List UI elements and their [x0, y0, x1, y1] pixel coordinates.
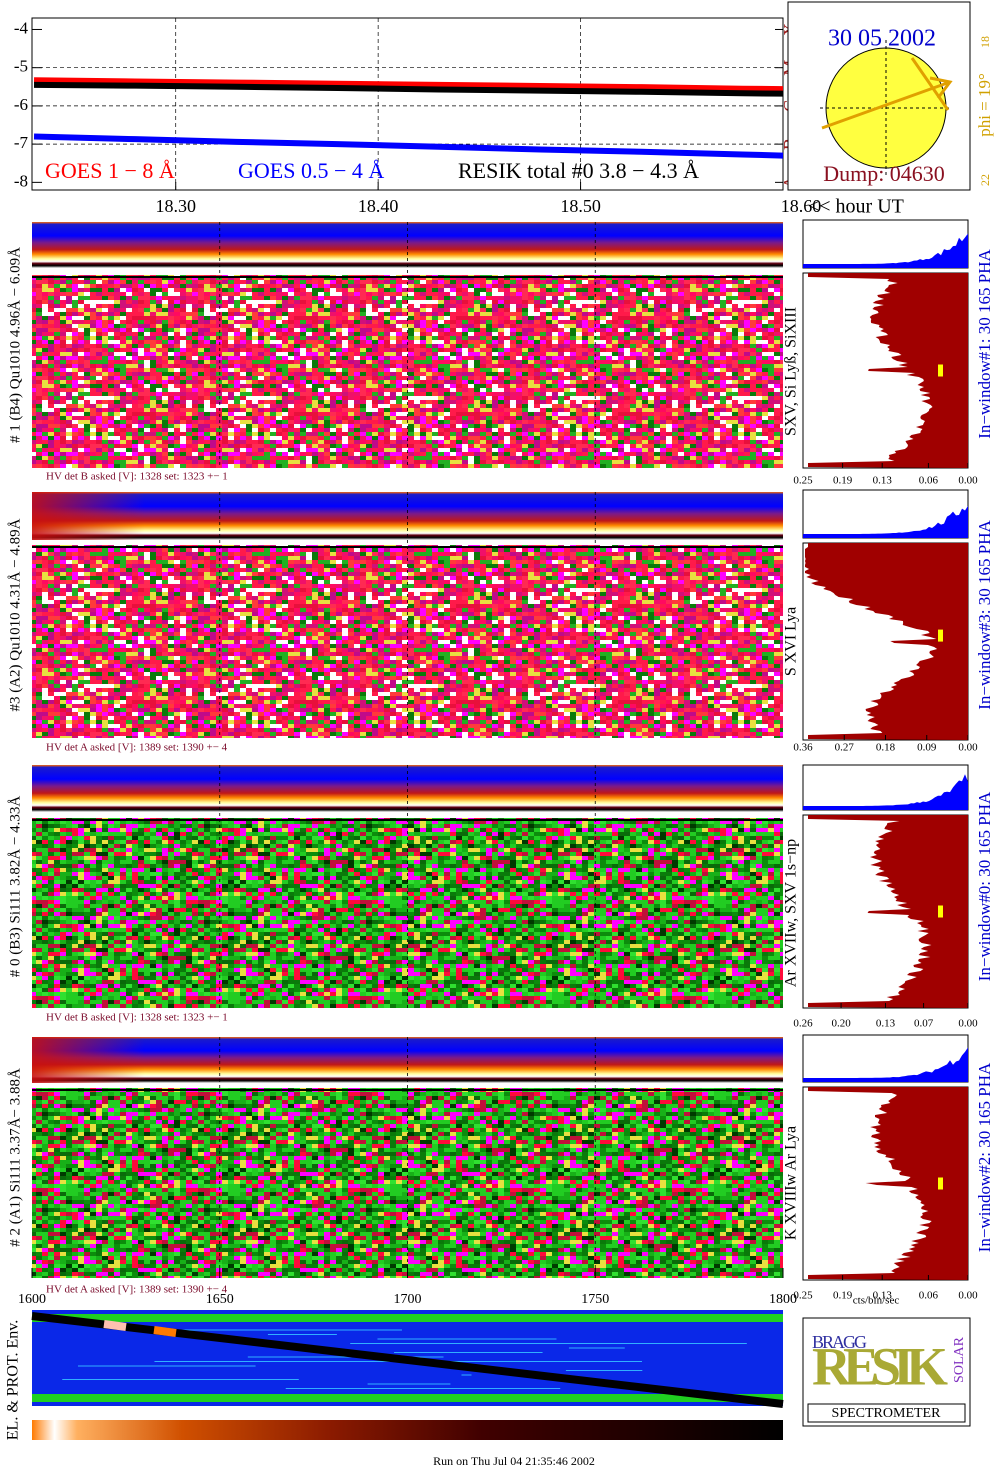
- x-tick-label: 18.40: [358, 196, 399, 216]
- line-label: Ar XVIIw, SXV 1s−np: [783, 839, 800, 987]
- hist-tick-label: 0.20: [831, 1018, 851, 1030]
- hist-tick-label: 0.19: [833, 475, 853, 487]
- series-line: [33, 77, 784, 93]
- y-tick-label: -4: [14, 18, 29, 37]
- x-axis-label: << hour UT: [808, 196, 904, 218]
- plot-frame: [31, 17, 784, 191]
- hist-tick-label: 0.09: [917, 742, 937, 754]
- hist-tick-label: 0.36: [793, 742, 813, 754]
- hist-tick-label: 0.13: [873, 475, 893, 487]
- detector-label: # 2 (A1) Si111 3.37Å− 3.88Å: [7, 1068, 23, 1247]
- window-label: In−window#2: 30 165 PHA: [975, 1062, 994, 1252]
- detector-label: # 0 (B3) Si111 3.82Å − 4.33Å: [7, 796, 23, 978]
- hist-tick-label: 0.06: [919, 475, 939, 487]
- y-tick-label: -8: [14, 171, 28, 190]
- series-line: [34, 81, 784, 97]
- hv-status: HV det A asked [V]: 1389 set: 1390 +− 4: [46, 742, 228, 754]
- hist-tick-label: 0.06: [919, 1290, 939, 1302]
- hist-axis-label: cts/bin/sec: [853, 1295, 900, 1307]
- x-tick-label: 18.50: [560, 196, 601, 216]
- hist-tick-label: 0.26: [793, 1018, 813, 1030]
- series-line: [33, 133, 784, 159]
- env-stripe: [32, 1314, 783, 1322]
- hist-marker: [938, 629, 943, 642]
- sun-phi: phi = 19°: [975, 73, 994, 137]
- env-label: EL. & PROT. Env.: [5, 1320, 22, 1440]
- hist-tick-label: 0.07: [914, 1018, 934, 1030]
- color-bar: [32, 1420, 783, 1440]
- x-tick-label: 1800: [769, 1292, 797, 1307]
- footer: Run on Thu Jul 04 21:35:46 2002: [433, 1454, 595, 1468]
- line-label: K XVIIIw Ar Lya: [783, 1126, 800, 1240]
- logo-resik: RESIK: [812, 1336, 948, 1396]
- hv-status: HV det A asked [V]: 1389 set: 1390 +− 4: [46, 1284, 228, 1296]
- sun-date: 30 05 2002: [828, 26, 936, 52]
- x-tick-label: 1700: [394, 1292, 422, 1307]
- pha-histogram: [803, 774, 968, 810]
- line-label: SXV, Si Lyß, SiXIII: [783, 307, 800, 436]
- x-tick-label: 18.30: [155, 196, 196, 216]
- hist-tick-label: 0.00: [958, 475, 978, 487]
- hist-tick-label: 0.13: [873, 1290, 893, 1302]
- hist-tick-label: 0.13: [876, 1018, 896, 1030]
- x-tick-label: 1600: [18, 1292, 46, 1307]
- hist-tick-label: 0.25: [793, 1290, 813, 1302]
- hist-profile: [808, 273, 968, 468]
- spectrogram: [32, 818, 783, 1008]
- hist-profile: [808, 1087, 968, 1280]
- detector-label: #3 (A2) Qu1010 4.31Å − 4.89Å: [7, 518, 23, 711]
- x-tick-label: 1750: [581, 1292, 609, 1307]
- pha-histogram: [803, 233, 968, 268]
- detector-label: # 1 (B4) Qu1010 4.96Å − 6.09Å: [7, 247, 23, 443]
- window-label: In−window#3: 30 165 PHA: [975, 520, 994, 710]
- sun-dump: Dump: 04630: [823, 161, 945, 186]
- y-tick-label: -5: [14, 57, 28, 76]
- sun-bottom: 22: [978, 174, 992, 186]
- sun-arrow: [821, 57, 953, 130]
- hist-tick-label: 0.00: [958, 742, 978, 754]
- hist-tick-label: 0.00: [958, 1018, 978, 1030]
- pha-histogram: [803, 1047, 968, 1082]
- hist-marker: [938, 364, 943, 377]
- y-tick-label: -7: [14, 133, 29, 152]
- hist-marker: [938, 1177, 943, 1190]
- hist-tick-label: 0.18: [876, 742, 896, 754]
- window-label: In−window#1: 30 165 PHA: [975, 249, 994, 439]
- logo-name: SPECTROMETER: [832, 1406, 942, 1421]
- hist-marker: [938, 905, 943, 918]
- legend-entry: GOES 1 − 8 Å: [45, 158, 175, 183]
- logo-bragg: BRAGG: [812, 1332, 867, 1352]
- hv-status: HV det B asked [V]: 1328 set: 1323 +− 1: [46, 471, 228, 483]
- pha-histogram: [803, 505, 968, 538]
- hist-tick-label: 0.00: [958, 1290, 978, 1302]
- env-mark: [153, 1326, 177, 1337]
- hist-tick-label: 0.19: [833, 1290, 853, 1302]
- x-tick-label: 18.60: [781, 196, 822, 216]
- env-stripe: [32, 1394, 783, 1402]
- y-tick-label: -6: [14, 95, 28, 114]
- hist-profile: [805, 543, 968, 740]
- logo-solar: SOLAR: [952, 1336, 967, 1383]
- hist-tick-label: 0.25: [793, 475, 813, 487]
- window-label: In−window#0: 30 165 PHA: [975, 791, 994, 981]
- hv-status: HV det B asked [V]: 1328 set: 1323 +− 1: [46, 1012, 228, 1024]
- line-label: S XVI Lya: [783, 607, 800, 676]
- hist-tick-label: 0.27: [835, 742, 855, 754]
- legend-entry: RESIK total #0 3.8 − 4.3 Å: [458, 158, 699, 183]
- sun-top: 18: [978, 36, 992, 48]
- hist-profile: [808, 815, 968, 1008]
- legend-entry: GOES 0.5 − 4 Å: [238, 158, 384, 183]
- env-mark: [103, 1320, 127, 1331]
- x-tick-label: 1650: [206, 1292, 234, 1307]
- logo-band: [807, 1403, 966, 1423]
